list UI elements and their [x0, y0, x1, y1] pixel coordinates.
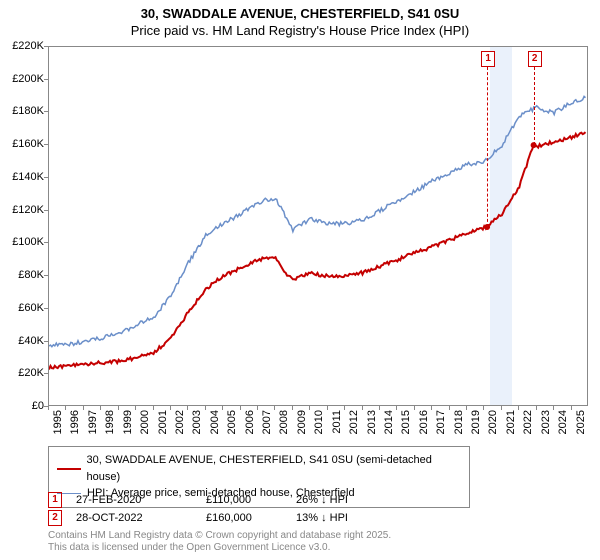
chart-title: 30, SWADDALE AVENUE, CHESTERFIELD, S41 0…	[0, 0, 600, 40]
legend-label: 30, SWADDALE AVENUE, CHESTERFIELD, S41 0…	[87, 452, 461, 485]
legend-item: 30, SWADDALE AVENUE, CHESTERFIELD, S41 0…	[57, 452, 461, 485]
note-marker: 2	[48, 510, 62, 526]
chart-notes: 1 27-FEB-2020 £110,000 26% ↓ HPI 2 28-OC…	[48, 492, 396, 528]
line-chart-svg	[49, 47, 589, 407]
title-line2: Price paid vs. HM Land Registry's House …	[0, 23, 600, 40]
note-price: £110,000	[206, 494, 296, 506]
note-pct: 13% ↓ HPI	[296, 512, 396, 524]
chart-area: 12 £0£20K£40K£60K£80K£100K£120K£140K£160…	[48, 46, 588, 406]
note-row: 2 28-OCT-2022 £160,000 13% ↓ HPI	[48, 510, 396, 526]
plot-area: 12	[48, 46, 588, 406]
legend-swatch	[57, 468, 81, 470]
note-row: 1 27-FEB-2020 £110,000 26% ↓ HPI	[48, 492, 396, 508]
note-pct: 26% ↓ HPI	[296, 494, 396, 506]
note-marker: 1	[48, 492, 62, 508]
note-price: £160,000	[206, 512, 296, 524]
note-date: 27-FEB-2020	[76, 494, 206, 506]
footer-attribution: Contains HM Land Registry data © Crown c…	[48, 530, 391, 554]
footer-line2: This data is licensed under the Open Gov…	[48, 542, 391, 554]
footer-line1: Contains HM Land Registry data © Crown c…	[48, 530, 391, 542]
title-line1: 30, SWADDALE AVENUE, CHESTERFIELD, S41 0…	[0, 6, 600, 23]
note-date: 28-OCT-2022	[76, 512, 206, 524]
